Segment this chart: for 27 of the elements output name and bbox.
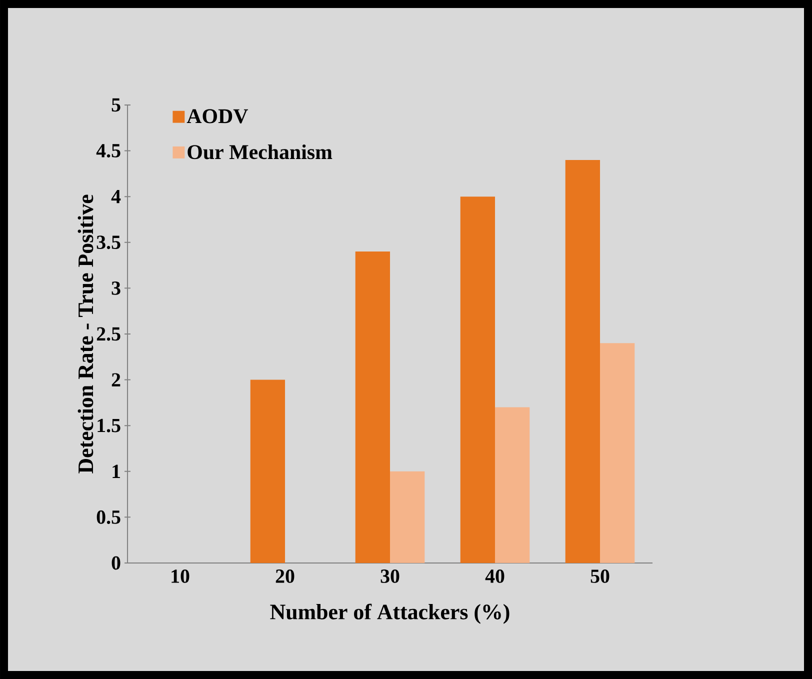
y-axis-title: Detection Rate - True Positive <box>78 194 94 474</box>
legend-label: Our Mechanism <box>188 144 332 160</box>
y-tick-label: 4.5 <box>96 144 120 158</box>
bar <box>460 196 496 563</box>
y-tick-label: 3.5 <box>96 236 120 250</box>
y-tick-label: 1 <box>112 464 120 478</box>
y-tick-label: 5 <box>112 98 120 112</box>
bar <box>250 380 286 563</box>
bar <box>600 343 635 563</box>
x-axis-title: Number of Attackers (%) <box>270 604 510 624</box>
y-tick-label: 4 <box>111 190 121 204</box>
x-tick-label: 20 <box>276 569 294 583</box>
bar <box>355 252 390 563</box>
x-tick-label: 50 <box>590 569 610 583</box>
x-tick-label: 40 <box>485 569 504 583</box>
y-tick-label: 0 <box>112 556 120 570</box>
y-tick-label: 1.5 <box>98 418 120 432</box>
bar <box>390 471 425 563</box>
y-tick-label: 3 <box>112 281 120 295</box>
y-tick-label: 2.5 <box>96 327 120 341</box>
legend-label: AODV <box>186 109 248 124</box>
y-tick-label: 2 <box>112 373 120 386</box>
x-tick-label: 10 <box>172 569 190 583</box>
y-tick-label: 0.5 <box>96 510 120 524</box>
bar <box>495 407 530 563</box>
x-tick-label: 30 <box>380 569 400 583</box>
bar <box>565 160 600 563</box>
